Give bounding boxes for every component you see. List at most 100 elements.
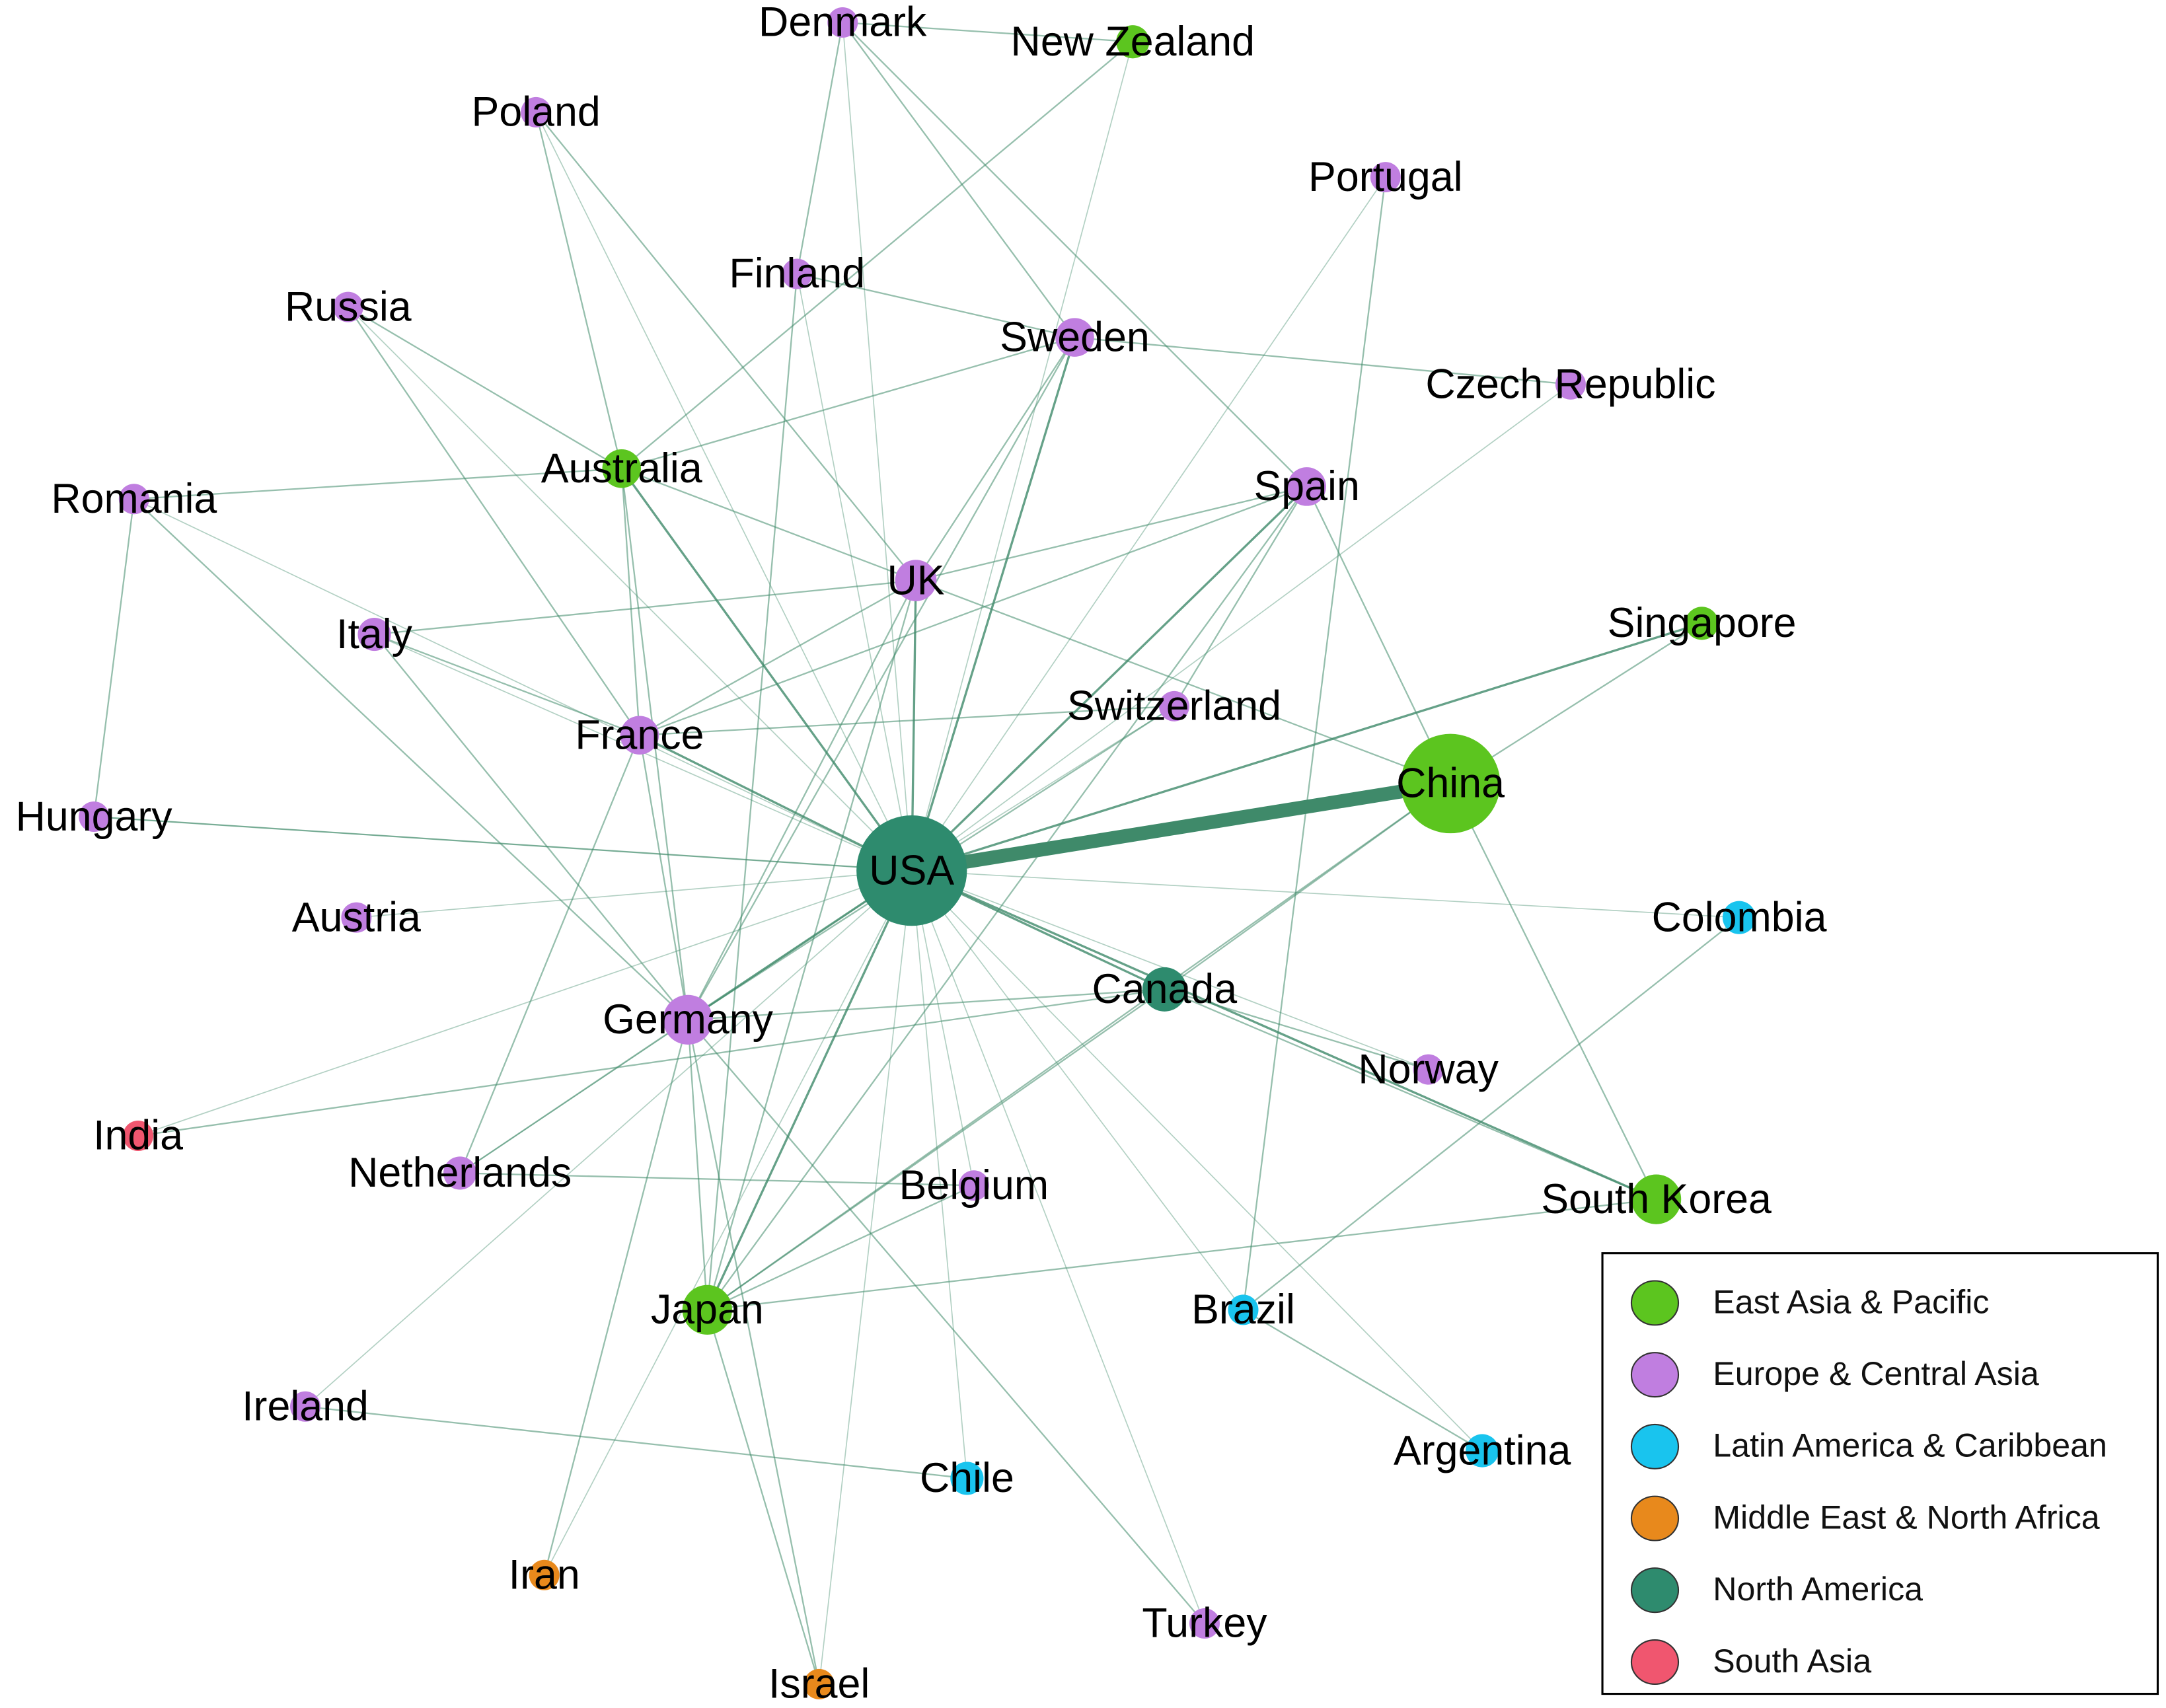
node-label: France [575, 712, 704, 758]
edge [347, 306, 640, 736]
node [1287, 467, 1326, 506]
edge [460, 1172, 974, 1187]
edge [305, 1405, 967, 1479]
edge [374, 579, 916, 636]
edge [911, 776, 1452, 877]
node-label: Switzerland [1067, 683, 1281, 729]
node-label: Chile [920, 1455, 1014, 1501]
legend-swatch [1630, 1423, 1680, 1469]
edge [706, 1310, 820, 1685]
edge [305, 870, 913, 1407]
edge [688, 988, 1165, 1021]
edge [639, 579, 916, 736]
node-label: South Korea [1541, 1176, 1772, 1222]
node [682, 1284, 732, 1335]
edge [137, 988, 1165, 1137]
edge [842, 22, 913, 871]
edge [687, 580, 917, 1020]
node-label: Poland [472, 89, 601, 135]
node [1466, 1434, 1499, 1467]
edge [818, 870, 913, 1685]
legend: East Asia & Pacific Europe & Central Asia… [1601, 1252, 2159, 1695]
edge [1173, 486, 1308, 707]
edge [1164, 988, 1657, 1201]
edge [911, 870, 1205, 1624]
edge [687, 1019, 1205, 1624]
edge [620, 468, 641, 735]
edge [706, 274, 798, 1310]
edge [915, 337, 1076, 581]
legend-label: Europe & Central Asia [1713, 1355, 2039, 1392]
edge [535, 112, 622, 469]
node [1228, 1294, 1259, 1325]
node [290, 1391, 321, 1422]
node [602, 449, 642, 488]
legend-swatch [1630, 1280, 1680, 1326]
node [1189, 1608, 1220, 1639]
node-label: Iran [509, 1552, 580, 1598]
edge [915, 486, 1307, 581]
edge [137, 870, 913, 1136]
edge [93, 499, 135, 817]
edge [911, 384, 1571, 872]
node-label: Belgium [899, 1162, 1049, 1208]
node-label: Germany [603, 996, 774, 1043]
node-label: Spain [1253, 463, 1359, 509]
node-label: Japan [651, 1286, 764, 1333]
edge [911, 622, 1703, 872]
edge [1450, 783, 1657, 1200]
edges [93, 21, 1740, 1685]
node-label: New Zealand [1011, 19, 1255, 65]
edge [356, 870, 912, 918]
legend-swatch [1630, 1352, 1680, 1398]
node [521, 96, 552, 128]
node-label: Israel [768, 1661, 870, 1707]
edge [374, 634, 640, 736]
edge [911, 870, 1244, 1310]
edge [911, 870, 968, 1479]
node [1631, 1174, 1682, 1224]
node-label: Sweden [1000, 314, 1150, 360]
edge [1074, 336, 1571, 385]
edge [621, 41, 1133, 470]
edge [687, 337, 1076, 1020]
edge [535, 112, 913, 871]
legend-box [1601, 1252, 2159, 1695]
node-label: Colombia [1652, 894, 1827, 940]
edge [638, 735, 689, 1020]
node [1413, 1054, 1444, 1085]
node-label: China [1396, 761, 1505, 807]
node-label: Denmark [759, 0, 927, 46]
edge [459, 735, 640, 1173]
node [357, 618, 391, 651]
edge [373, 634, 689, 1021]
edge [133, 498, 689, 1021]
node-label: Russia [285, 283, 412, 330]
edge [1242, 176, 1386, 1310]
edge [621, 468, 916, 581]
edge [621, 336, 1075, 470]
edge [687, 1020, 708, 1310]
node [332, 291, 363, 322]
edge [706, 486, 1308, 1311]
legend-label: Middle East & North Africa [1713, 1499, 2099, 1536]
edge [706, 988, 1166, 1311]
edge [911, 486, 1308, 872]
legend-label: North America [1713, 1571, 1923, 1608]
legend-label: East Asia & Pacific [1713, 1283, 1989, 1320]
edge [1306, 486, 1452, 784]
node-label: Ireland [242, 1383, 369, 1429]
node [1116, 25, 1150, 59]
node-label: Czech Republic [1425, 361, 1715, 407]
edge [842, 22, 1076, 338]
edge [133, 498, 913, 872]
edge [639, 486, 1308, 736]
node-label: Austria [292, 894, 421, 940]
node-label: UK [887, 557, 944, 603]
node [1685, 607, 1719, 640]
node-label: Brazil [1191, 1286, 1295, 1333]
edge [543, 1020, 689, 1576]
node [341, 902, 372, 933]
node [663, 994, 713, 1045]
node [79, 801, 110, 833]
